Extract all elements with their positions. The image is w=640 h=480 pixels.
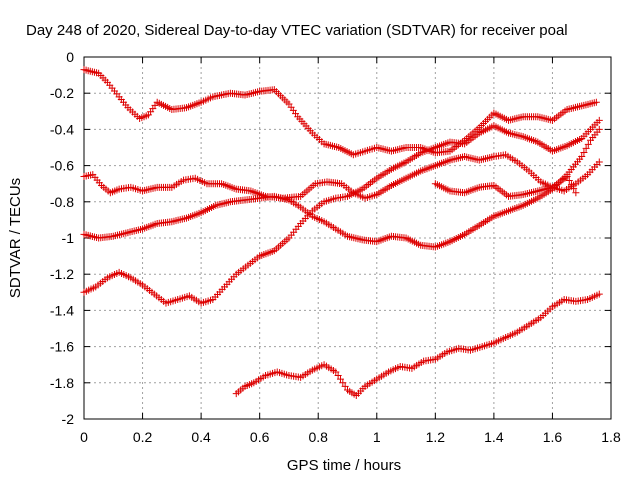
y-tick-label: -0.2 xyxy=(50,85,74,101)
y-tick-label: -1 xyxy=(62,230,75,246)
data-point xyxy=(580,148,588,156)
x-tick-label: 1.4 xyxy=(484,429,504,445)
data-point xyxy=(336,375,344,383)
y-tick-label: -1.4 xyxy=(50,302,74,318)
data-point xyxy=(592,98,600,106)
x-tick-label: 0 xyxy=(80,429,88,445)
y-tick-label: -2 xyxy=(62,411,75,427)
x-tick-label: 0.6 xyxy=(250,429,270,445)
y-tick-label: -0.4 xyxy=(50,121,74,137)
y-tick-label: -1.6 xyxy=(50,339,74,355)
data-point xyxy=(595,125,603,133)
x-tick-label: 1.8 xyxy=(601,429,621,445)
y-tick-label: -0.8 xyxy=(50,194,74,210)
x-tick-label: 0.8 xyxy=(308,429,328,445)
grid-lines xyxy=(84,57,611,419)
y-tick-label: 0 xyxy=(66,49,74,65)
series-track-1 xyxy=(80,66,600,159)
x-tick-label: 1.6 xyxy=(543,429,563,445)
data-point xyxy=(584,140,592,148)
x-tick-label: 1 xyxy=(373,429,381,445)
data-point xyxy=(595,290,603,298)
y-axis-label: SDTVAR / TECUs xyxy=(7,178,24,298)
x-axis-label: GPS time / hours xyxy=(287,457,401,474)
series-track-5 xyxy=(431,172,580,200)
data-point xyxy=(567,181,575,189)
data-point xyxy=(334,372,342,380)
data-point xyxy=(332,368,340,376)
data-point xyxy=(339,379,347,387)
data-point xyxy=(572,189,580,197)
data-point xyxy=(578,153,586,161)
y-tick-label: -1.2 xyxy=(50,266,74,282)
x-tick-label: 0.4 xyxy=(191,429,211,445)
chart-title: Day 248 of 2020, Sidereal Day-to-day VTE… xyxy=(26,22,568,39)
y-tick-label: -0.6 xyxy=(50,158,74,174)
data-point xyxy=(570,185,578,193)
series-track-4 xyxy=(80,116,603,307)
data-point xyxy=(565,177,573,185)
axis-ticks xyxy=(83,56,612,420)
x-tick-label: 0.2 xyxy=(133,429,153,445)
y-tick-labels: 0 -0.2 -0.4 -0.6 -0.8 -1 -1.2 -1.4 -1.6 -1.8 -2 xyxy=(50,49,74,427)
data-points xyxy=(80,66,603,399)
data-point xyxy=(563,172,571,180)
data-point xyxy=(582,144,590,152)
data-point xyxy=(341,382,349,390)
x-tick-label: 1.2 xyxy=(426,429,446,445)
data-point xyxy=(595,116,603,124)
series-track-6 xyxy=(232,290,603,399)
y-tick-label: -1.8 xyxy=(50,375,74,391)
x-tick-labels: 0 0.2 0.4 0.6 0.8 1 1.2 1.4 1.6 1.8 xyxy=(80,429,621,445)
data-point xyxy=(595,158,603,166)
